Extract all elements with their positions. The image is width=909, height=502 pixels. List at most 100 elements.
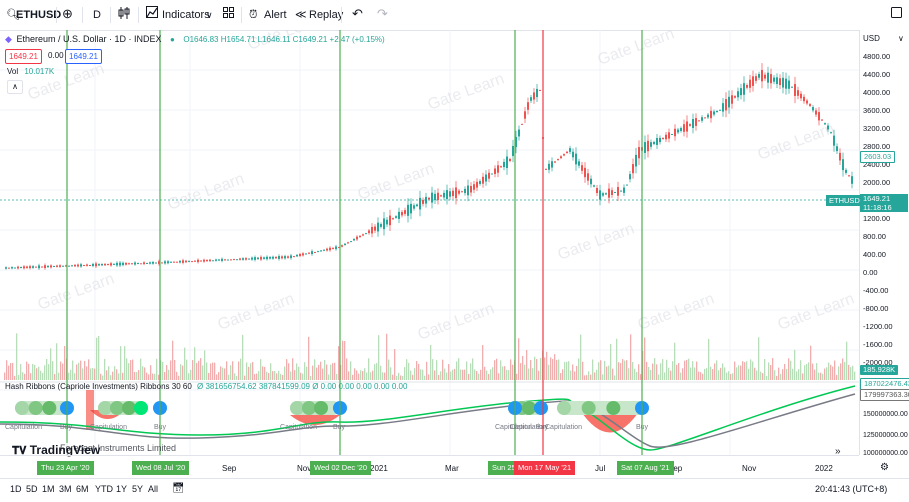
range-button-6m[interactable]: 6M — [76, 484, 89, 494]
range-button-3m[interactable]: 3M — [59, 484, 72, 494]
settings-gear-icon[interactable]: ⚙ — [880, 462, 889, 473]
fullscreen-icon[interactable] — [891, 6, 902, 24]
chart-pane[interactable]: Gate Learn Gate Learn Gate Learn Gate Learn… — [0, 30, 859, 455]
volume-bar — [14, 375, 16, 380]
candle-body — [29, 266, 31, 269]
candle-body — [119, 262, 121, 266]
volume-bar — [382, 372, 384, 380]
volume-bar — [802, 373, 804, 380]
volume-bar — [206, 362, 208, 380]
volume-bar — [428, 374, 430, 380]
candle-body — [638, 147, 640, 159]
volume-bar — [126, 358, 128, 380]
candle-body — [785, 78, 787, 89]
volume-bar — [88, 359, 90, 380]
candle-body — [65, 265, 67, 267]
capitulation-area — [580, 410, 640, 433]
range-button-all[interactable]: All — [148, 484, 159, 494]
scroll-right-icon[interactable]: » — [835, 446, 841, 457]
currency-label[interactable]: USD — [863, 34, 880, 43]
volume-bar — [798, 369, 800, 380]
volume-bar — [734, 361, 736, 380]
volume-bar — [246, 362, 248, 380]
candle-body — [140, 263, 142, 265]
collapse-legend-button[interactable]: ∧ — [7, 80, 23, 94]
replay-button[interactable]: Replay — [309, 9, 344, 21]
volume-bar — [450, 371, 452, 380]
volume-bar — [56, 343, 58, 380]
volume-bar — [92, 367, 94, 380]
candle-body — [737, 91, 739, 98]
search-icon[interactable]: 🔍︎ — [6, 9, 20, 21]
range-button-1m[interactable]: 1M — [42, 484, 55, 494]
candle-body — [410, 203, 412, 214]
watermark-text: Gate Learn — [356, 160, 437, 203]
candle-body — [380, 224, 382, 227]
volume-bar — [852, 365, 854, 380]
range-button-1y[interactable]: 1Y — [116, 484, 128, 494]
range-button-ytd[interactable]: YTD — [95, 484, 113, 494]
candle-body — [677, 129, 679, 133]
candle-body — [311, 251, 313, 255]
ribbon-dot — [122, 401, 136, 415]
alert-button[interactable]: Alert — [264, 9, 287, 21]
ribbon-label-capitulation: Capitulation — [90, 424, 127, 431]
indicators-button[interactable]: Indicators — [162, 9, 210, 21]
candle-style-icon[interactable] — [118, 6, 130, 24]
volume-bar — [196, 363, 198, 380]
volume-bar — [414, 368, 416, 380]
volume-bar — [656, 364, 658, 380]
volume-bar — [68, 372, 70, 380]
undo-icon[interactable]: ↶ — [352, 6, 363, 21]
add-symbol-icon[interactable]: ⊕ — [62, 6, 73, 21]
volume-bar — [622, 359, 624, 380]
candle-body — [644, 142, 646, 153]
volume-bar — [690, 367, 692, 380]
candle-body — [605, 193, 607, 195]
candle-body — [779, 78, 781, 86]
date-range-icon[interactable]: 📅︎ — [172, 483, 185, 494]
range-button-5y[interactable]: 5Y — [132, 484, 144, 494]
volume-bar — [216, 374, 218, 380]
volume-bar — [192, 360, 194, 380]
range-button-5d[interactable]: 5D — [26, 484, 38, 494]
clock-timezone[interactable]: 20:41:43 (UTC+8) — [815, 484, 888, 494]
time-axis[interactable]: Sep Nov 2021 Mar Jul Sep Nov 2022 Thu 23 Apr '2… — [0, 455, 859, 478]
volume-bar — [530, 360, 532, 380]
sell-price-button[interactable]: 1649.21 — [5, 49, 42, 64]
symbol-search[interactable]: ETHUSD — [16, 9, 62, 21]
candle-body — [305, 253, 307, 255]
volume-bar — [162, 361, 164, 380]
volume-bar — [566, 361, 568, 380]
volume-bar — [54, 373, 56, 380]
buy-price-button[interactable]: 1649.21 — [65, 49, 102, 64]
volume-bar — [654, 358, 656, 380]
candle-body — [557, 159, 559, 161]
volume-bar — [172, 340, 174, 380]
volume-bar — [500, 360, 502, 380]
layout-icon[interactable] — [223, 6, 234, 24]
volume-bar — [278, 370, 280, 380]
candle-body — [503, 161, 505, 168]
volume-bar — [594, 372, 596, 380]
volume-bar — [132, 359, 134, 380]
watermark-text: Gate Learn — [556, 220, 637, 263]
volume-bar — [52, 361, 54, 380]
chevron-down-icon[interactable]: ∨ — [206, 10, 213, 20]
volume-bar — [106, 370, 108, 380]
redo-icon[interactable]: ↷ — [377, 6, 388, 21]
range-button-1d[interactable]: 1D — [10, 484, 22, 494]
volume-bar — [332, 363, 334, 380]
volume-bar — [178, 375, 180, 380]
chevron-down-icon[interactable]: ∨ — [898, 34, 904, 43]
candle-body — [665, 134, 667, 140]
volume-bar — [28, 363, 30, 380]
volume-bar — [356, 370, 358, 380]
volume-bar — [724, 367, 726, 380]
replay-icon[interactable]: ≪ — [295, 9, 307, 21]
indicators-icon[interactable] — [146, 6, 158, 24]
volume-bar — [582, 361, 584, 380]
volume-bar — [650, 369, 652, 380]
interval-button[interactable]: D — [93, 9, 101, 21]
alert-icon[interactable]: ⏰︎ — [249, 9, 258, 21]
